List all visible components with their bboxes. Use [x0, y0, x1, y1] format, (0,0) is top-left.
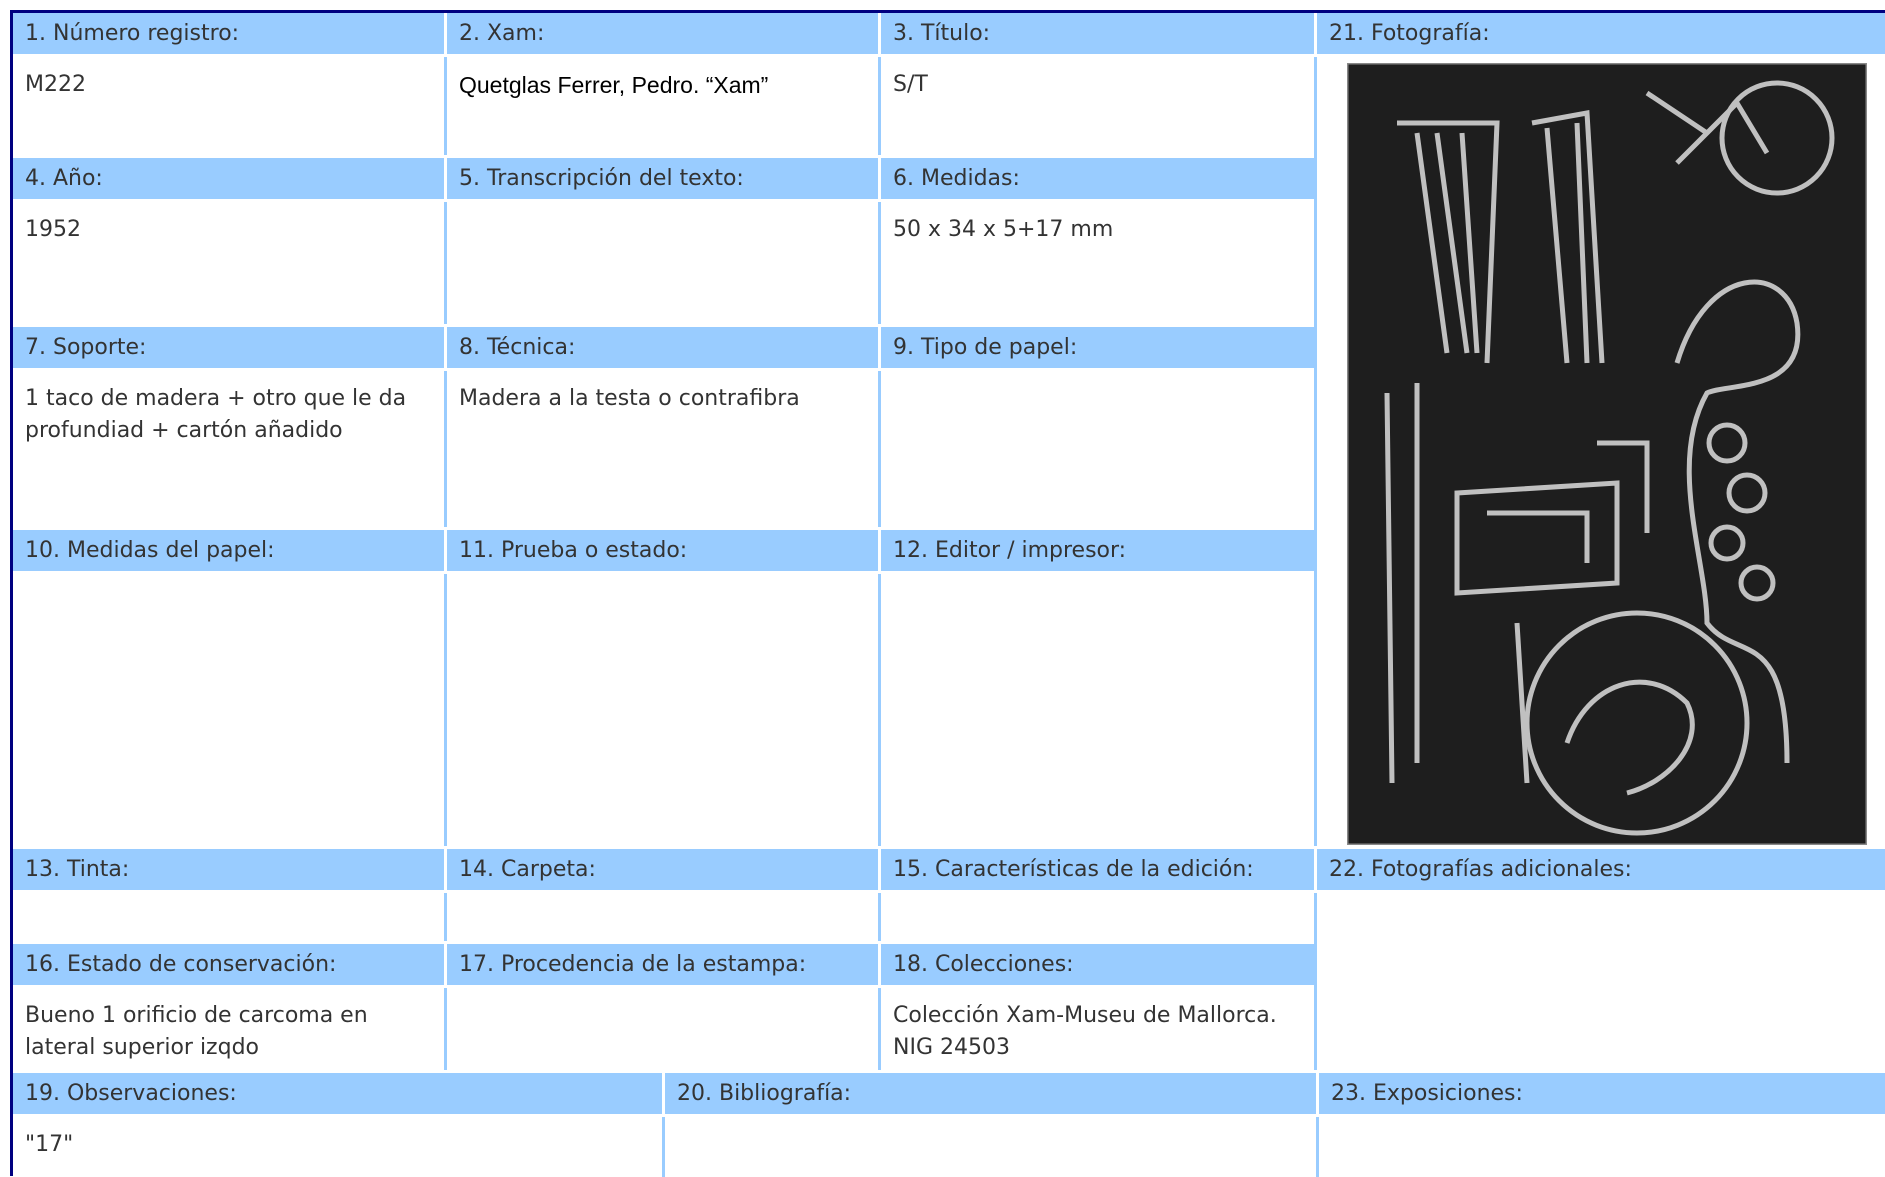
field-value [1316, 1117, 1885, 1177]
photo [1347, 63, 1867, 845]
field-value: M222 [13, 57, 444, 155]
field-label: 12. Editor / impresor: [881, 530, 1314, 571]
field-value [13, 893, 444, 941]
field-value [878, 371, 1314, 527]
field-label: 19. Observaciones: [13, 1073, 662, 1114]
field-value [444, 988, 878, 1070]
photo-cell [1314, 57, 1885, 846]
field-label: 9. Tipo de papel: [881, 327, 1314, 368]
field-label: 7. Soporte: [13, 327, 444, 368]
field-value [662, 1117, 1316, 1177]
field-label: 23. Exposiciones: [1319, 1073, 1885, 1114]
field-value [1314, 893, 1885, 1070]
form-grid-bottom: 19. Observaciones: "17" 20. Bibliografía: 2… [13, 1073, 1885, 1177]
field-label: 5. Transcripción del texto: [447, 158, 878, 199]
field-label: 22. Fotografías adicionales: [1317, 849, 1885, 890]
field-value: Madera a la testa o contrafibra [444, 371, 878, 527]
field-label: 17. Procedencia de la estampa: [447, 944, 878, 985]
field-value [444, 202, 878, 324]
field-label: 2. Xam: [447, 13, 878, 54]
field-label: 21. Fotografía: [1317, 13, 1885, 54]
field-label: 3. Título: [881, 13, 1314, 54]
record-form: 1. Número registro: M222 2. Xam: Quetglas F… [10, 10, 1885, 1177]
field-value [878, 893, 1314, 941]
field-label: 11. Prueba o estado: [447, 530, 878, 571]
field-label: 20. Bibliografía: [665, 1073, 1316, 1114]
field-label: 4. Año: [13, 158, 444, 199]
field-value [444, 574, 878, 846]
field-value [13, 574, 444, 846]
field-value: 50 x 34 x 5+17 mm [878, 202, 1314, 324]
field-label: 16. Estado de conservación: [13, 944, 444, 985]
field-value: Colección Xam-Museu de Mallorca. NIG 245… [878, 988, 1314, 1070]
field-label: 6. Medidas: [881, 158, 1314, 199]
field-value: S/T [878, 57, 1314, 155]
field-label: 14. Carpeta: [447, 849, 878, 890]
field-value [878, 574, 1314, 846]
field-label: 18. Colecciones: [881, 944, 1314, 985]
field-label: 13. Tinta: [13, 849, 444, 890]
field-label: 15. Características de la edición: [881, 849, 1314, 890]
field-value: "17" [13, 1117, 662, 1177]
field-value [444, 893, 878, 941]
field-value: Quetglas Ferrer, Pedro. “Xam” [444, 57, 878, 155]
field-label: 1. Número registro: [13, 13, 444, 54]
field-value: Bueno 1 orificio de carcoma en lateral s… [13, 988, 444, 1070]
field-label: 8. Técnica: [447, 327, 878, 368]
form-grid: 1. Número registro: M222 2. Xam: Quetglas F… [13, 13, 1885, 1070]
field-value: 1952 [13, 202, 444, 324]
field-value: 1 taco de madera + otro que le da profun… [13, 371, 444, 527]
field-label: 10. Medidas del papel: [13, 530, 444, 571]
